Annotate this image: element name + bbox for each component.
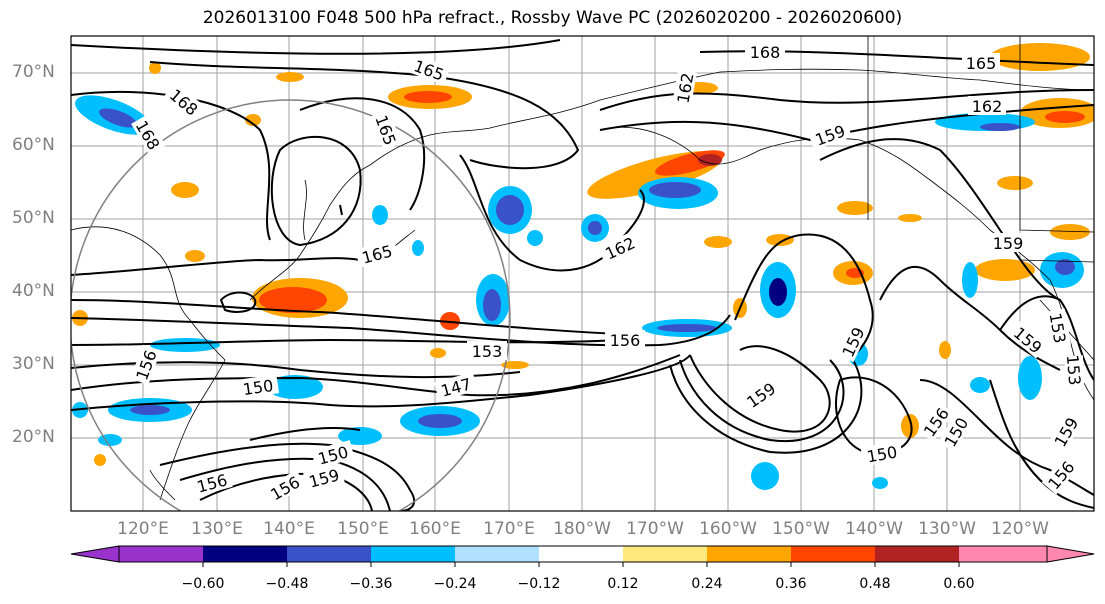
colorbar-max-extend: [1046, 545, 1095, 563]
lat-label: 50°N: [12, 208, 55, 228]
lon-label: 150°E: [337, 519, 389, 539]
contour-label: 150: [860, 440, 904, 467]
contour-label: 159: [990, 233, 1026, 253]
colorbar-tick-label: 0.24: [691, 576, 723, 592]
contour-label: 159: [1008, 320, 1049, 359]
colorbar-tick-label: −0.60: [181, 576, 225, 592]
colorbar-bin: [959, 546, 1047, 562]
lat-label: 30°N: [12, 354, 55, 374]
contour-label: 156: [1041, 454, 1080, 495]
lon-label: 160°W: [699, 519, 757, 539]
contour-label-text: 147: [439, 374, 473, 400]
contour-label-text: 168: [750, 43, 781, 62]
contour-label-text: 165: [411, 56, 446, 84]
contour-label-text: 165: [360, 241, 394, 267]
great-circle-ring: [71, 99, 511, 511]
contour-label-text: 156: [610, 331, 641, 350]
contour-label: 168: [745, 42, 785, 62]
contour-label-text: 162: [972, 97, 1003, 116]
contour-label-text: 153: [1045, 311, 1069, 344]
plot-frame: [70, 35, 1095, 512]
colorbar-bin: [623, 546, 707, 562]
contour-label: 153: [1063, 354, 1086, 386]
lon-label: 130°W: [918, 519, 976, 539]
lat-label: 40°N: [12, 281, 55, 301]
contour-label-text: 159: [993, 234, 1024, 253]
contour-label-text: 159: [307, 465, 341, 491]
contour-label-text: 165: [966, 54, 997, 73]
lon-label: 120°E: [117, 519, 169, 539]
contour-label: 156: [191, 468, 233, 497]
lon-label: 120°W: [991, 519, 1049, 539]
colorbar-bin: [287, 546, 371, 562]
lon-label: 180°W: [553, 519, 611, 539]
contour-label-text: 159: [813, 121, 848, 149]
colorbar-tick-label: −0.36: [349, 576, 393, 592]
contour-label: 159: [1048, 411, 1083, 453]
colorbar: [70, 545, 1095, 567]
lon-label: 140°W: [845, 519, 903, 539]
lon-label: 140°E: [263, 519, 315, 539]
contour-label: 162: [672, 69, 698, 107]
contour-label-text: 156: [132, 348, 160, 383]
contour-label: 153: [1045, 308, 1071, 348]
contour-label: 168: [163, 82, 205, 122]
contour-label-text: 153: [1063, 354, 1085, 386]
colorbar-bin: [791, 546, 875, 562]
lat-label: 70°N: [12, 62, 55, 82]
lon-label: 130°E: [191, 519, 243, 539]
contour-label: 165: [962, 53, 1000, 73]
contour-label: 159: [739, 375, 782, 414]
colorbar-bin: [119, 546, 203, 562]
colorbar-bin: [371, 546, 455, 562]
colorbar-min-extend: [70, 545, 120, 563]
colorbar-bin: [455, 546, 539, 562]
contour-label: 147: [434, 372, 478, 401]
contour-label-text: 150: [242, 376, 275, 399]
colorbar-tick-label: 0.48: [859, 576, 891, 592]
colorbar-bin: [539, 546, 623, 562]
map-title: 2026013100 F048 500 hPa refract., Rossby…: [202, 8, 903, 28]
lat-label: 20°N: [12, 427, 55, 447]
contour-label-text: 165: [371, 113, 399, 148]
contour-label-text: 153: [472, 342, 503, 361]
lon-label: 170°W: [626, 519, 684, 539]
contour-label-text: 150: [865, 442, 898, 466]
contour-label: 156: [605, 330, 645, 350]
colorbar-tick-label: 0.12: [607, 576, 639, 592]
lon-label: 160°E: [409, 519, 461, 539]
contour-label-layer: 168 165 165 168 168 165 162 162 159 159 …: [130, 42, 1086, 506]
colorbar-tick-label: 0.36: [775, 576, 807, 592]
lon-label: 170°E: [483, 519, 535, 539]
contour-label: 165: [355, 239, 399, 268]
contour-label: 165: [371, 109, 402, 150]
contour-label: 162: [968, 96, 1006, 116]
lat-label: 60°N: [12, 135, 55, 155]
contour-label: 150: [236, 374, 280, 399]
colorbar-tick-label: −0.12: [517, 576, 561, 592]
colorbar-tick-label: −0.24: [433, 576, 477, 592]
contour-label: 153: [467, 341, 507, 361]
colorbar-bin: [203, 546, 287, 562]
positive-anomaly-patches: [72, 43, 1094, 466]
colorbar-tick-label: −0.48: [265, 576, 309, 592]
colorbar-bin: [875, 546, 959, 562]
height-contours: [71, 39, 1094, 511]
colorbar-bin: [707, 546, 791, 562]
colorbar-tick-label: 0.60: [943, 576, 975, 592]
contour-label: 165: [408, 54, 451, 85]
contour-label-text: 162: [673, 71, 697, 104]
lon-label: 150°W: [772, 519, 830, 539]
